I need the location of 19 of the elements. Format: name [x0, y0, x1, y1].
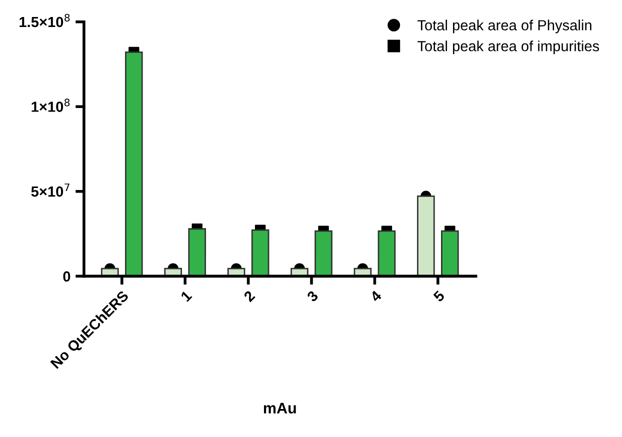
- bar: [378, 230, 396, 276]
- x-tick-label: 3: [306, 290, 319, 302]
- x-axis-title: mAu: [264, 402, 296, 414]
- legend-label: Total peak area of Physalin: [418, 20, 592, 34]
- bar: [124, 52, 143, 276]
- legend-label: Total peak area of impurities: [418, 40, 600, 54]
- y-tick-label: 1.5×10$^{8}$: [20, 14, 70, 28]
- x-tick-label: 1: [180, 290, 192, 302]
- bar: [416, 195, 435, 276]
- x-tick-label: 4: [370, 290, 382, 302]
- bar: [441, 230, 459, 276]
- bar: [251, 229, 270, 276]
- y-tick-label: 5×10$^{7}$: [31, 184, 70, 197]
- x-tick-label: 2: [243, 290, 256, 302]
- bar: [188, 228, 206, 276]
- y-tick-label: 0: [63, 271, 70, 282]
- y-tick-label: 1×10$^{8}$: [32, 98, 70, 112]
- x-tick-label: 5: [432, 290, 446, 302]
- bar: [314, 230, 332, 276]
